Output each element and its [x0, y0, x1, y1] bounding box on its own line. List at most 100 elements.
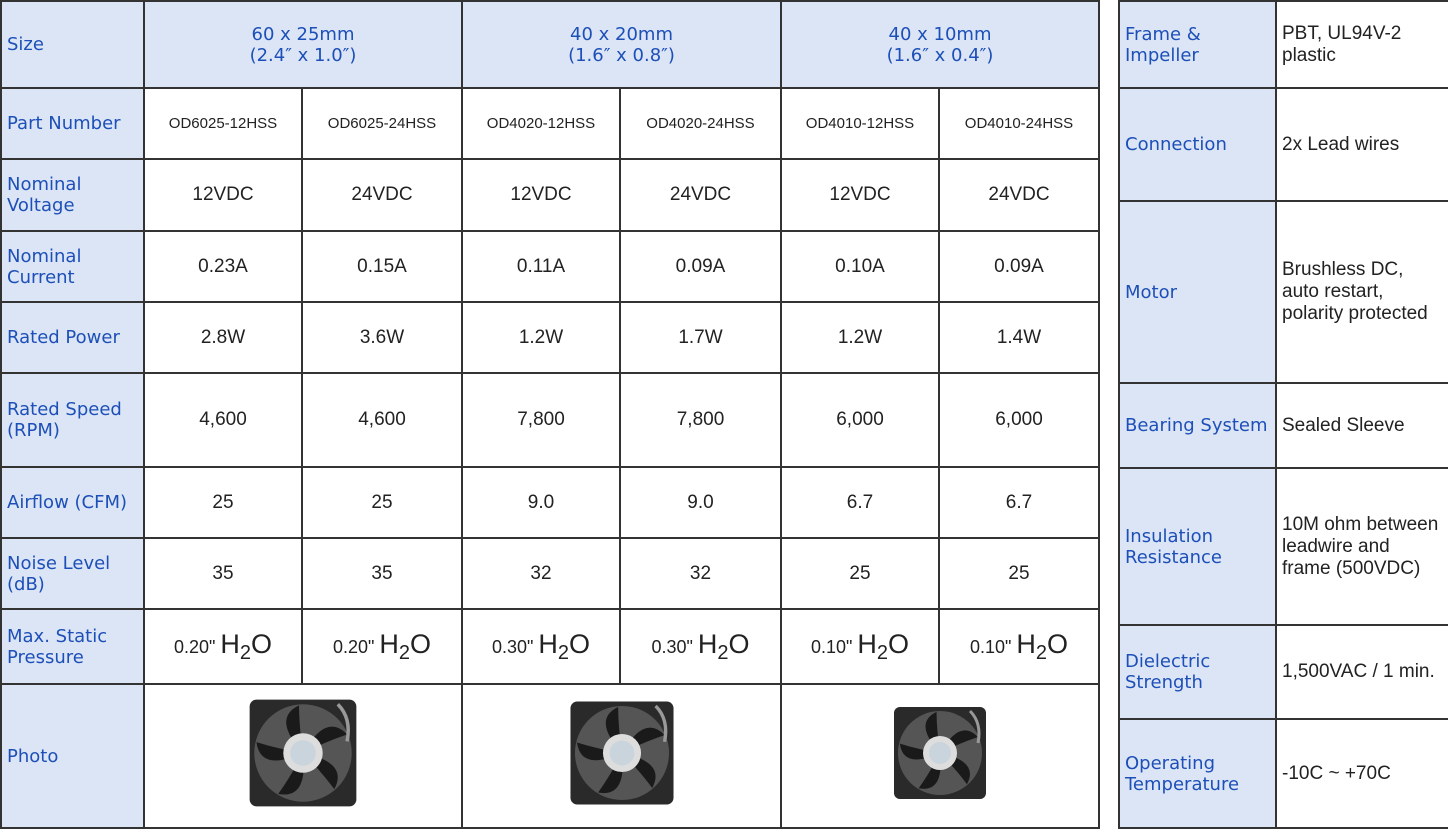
formula: H2O — [1016, 628, 1068, 664]
size-header: 60 x 25mm (2.4″ x 1.0″) — [143, 0, 463, 89]
cell: OD4020-12HSS — [461, 87, 621, 160]
property-value: 1,500VAC / 1 min. — [1275, 624, 1448, 720]
row-label: Rated Speed (RPM) — [0, 372, 145, 468]
cell-text: 12VDC — [829, 184, 891, 205]
property-value-text: 1,500VAC / 1 min. — [1282, 661, 1435, 682]
fan-photo — [249, 699, 357, 807]
row-label: Nominal Current — [0, 230, 145, 303]
cell-text: 0.23A — [198, 255, 248, 277]
cell-text: 32 — [530, 562, 552, 584]
property-label-text: Bearing System — [1125, 415, 1268, 436]
row-label-text: Max. Static Pressure — [7, 625, 108, 668]
cell-text: 12VDC — [510, 184, 572, 205]
properties-table: Frame & Impeller PBT, UL94V-2 plastic Conn… — [1118, 0, 1448, 829]
cell-text: 25 — [371, 491, 393, 513]
property-value-text: PBT, UL94V-2 plastic — [1282, 22, 1402, 66]
cell: 25 — [780, 537, 940, 610]
property-value: -10C ~ +70C — [1275, 718, 1448, 829]
size-mm: 40 x 20mm — [570, 23, 673, 45]
row-label-text: Noise Level (dB) — [7, 552, 111, 595]
row: Noise Level (dB) 35 35 32 32 25 25 — [0, 537, 1100, 610]
property-label-text: Operating Temperature — [1125, 752, 1240, 795]
cell-text: 24VDC — [351, 184, 413, 205]
cell: 24VDC — [619, 158, 782, 232]
row-label: Part Number — [0, 87, 145, 160]
formula-part: O — [728, 628, 750, 659]
property-label-text: Frame & Impeller — [1125, 23, 1201, 66]
formula-part: O — [410, 628, 432, 659]
cell-text: 9.0 — [687, 491, 714, 513]
property-value-text: 2x Lead wires — [1282, 133, 1400, 155]
cell: 0.11A — [461, 230, 621, 303]
row-label: Noise Level (dB) — [0, 537, 145, 610]
row: Insulation Resistance 10M ohm between lea… — [1118, 467, 1448, 626]
pressure-cell: 0.10" H2O — [938, 608, 1100, 685]
cell: 6.7 — [938, 466, 1100, 539]
formula: H2O — [379, 628, 432, 664]
row: Rated Speed (RPM) 4,600 4,600 7,800 7,800 6,0… — [0, 372, 1100, 468]
row-label-text: Airflow (CFM) — [7, 492, 128, 513]
cell: 4,600 — [143, 372, 303, 468]
cell: 25 — [301, 466, 463, 539]
row: Rated Power 2.8W 3.6W 1.2W 1.7W 1.2W 1.4W — [0, 301, 1100, 374]
cell: 4,600 — [301, 372, 463, 468]
property-value-text: Sealed Sleeve — [1282, 414, 1405, 436]
cell-text: OD4010-12HSS — [805, 115, 915, 132]
cell-text: 0.15A — [357, 255, 407, 277]
row-label: Size — [0, 0, 145, 89]
row: Bearing System Sealed Sleeve — [1118, 382, 1448, 469]
cell: OD4010-24HSS — [938, 87, 1100, 160]
cell: 25 — [143, 466, 303, 539]
cell-text: 0.09A — [675, 255, 726, 277]
row: Dielectric Strength 1,500VAC / 1 min. — [1118, 624, 1448, 720]
cell-text: 25 — [1008, 562, 1030, 584]
property-value-text: 10M ohm between leadwire and frame (500V… — [1282, 513, 1439, 579]
cell: 7,800 — [461, 372, 621, 468]
size-in: (1.6″ x 0.4″) — [886, 44, 994, 66]
cell-text: 25 — [212, 491, 234, 513]
cell: 0.23A — [143, 230, 303, 303]
property-label: Connection — [1118, 87, 1277, 202]
cell: 0.09A — [619, 230, 782, 303]
row-label-text: Nominal Current — [7, 245, 82, 288]
row: Frame & Impeller PBT, UL94V-2 plastic — [1118, 0, 1448, 89]
formula-part: H — [538, 628, 558, 659]
cell-text: 7,800 — [517, 409, 565, 430]
formula: H2O — [697, 628, 750, 664]
cell: 24VDC — [301, 158, 463, 232]
pressure-cell: 0.30" H2O — [619, 608, 782, 685]
row-label-text: Rated Speed (RPM) — [7, 399, 122, 441]
formula-part: H — [1016, 628, 1036, 659]
cell-text: 0.10A — [835, 255, 885, 277]
cell: 2.8W — [143, 301, 303, 374]
row: Max. Static Pressure 0.20" H2O 0.20" H2O 0.… — [0, 608, 1100, 685]
cell: 0.15A — [301, 230, 463, 303]
cell-text: 1.4W — [996, 326, 1042, 348]
formula-part: O — [888, 628, 910, 659]
size-in: (2.4″ x 1.0″) — [249, 44, 357, 66]
row-label-text: Nominal Voltage — [7, 174, 82, 216]
row: Nominal Voltage 12VDC 24VDC 12VDC 24VDC 12VDC… — [0, 158, 1100, 232]
cell-text: OD4020-24HSS — [646, 115, 755, 132]
cell-text: 32 — [689, 562, 712, 584]
cell-text: 4,600 — [199, 409, 247, 430]
cell: 35 — [301, 537, 463, 610]
cell-text: 1.7W — [678, 326, 723, 348]
row: Airflow (CFM) 25 25 9.0 9.0 6.7 6.7 — [0, 466, 1100, 539]
cell: OD4020-24HSS — [619, 87, 782, 160]
cell-text: 1.2W — [837, 326, 883, 348]
cell: 0.09A — [938, 230, 1100, 303]
property-value: 10M ohm between leadwire and frame (500V… — [1275, 467, 1448, 626]
photo-cell — [780, 683, 1100, 829]
photo-cell — [461, 683, 782, 829]
cell: 32 — [619, 537, 782, 610]
pressure-cell-text: 0.20" — [173, 636, 216, 657]
cell-text: OD6025-12HSS — [168, 115, 278, 132]
formula-part: H — [697, 628, 718, 659]
property-value-text: Brushless DC, auto restart, polarity pro… — [1282, 259, 1428, 324]
property-label: Frame & Impeller — [1118, 0, 1277, 89]
cell: 1.4W — [938, 301, 1100, 374]
property-label-text: Dielectric Strength — [1125, 651, 1211, 693]
size-header: 40 x 10mm (1.6″ x 0.4″) — [780, 0, 1100, 89]
